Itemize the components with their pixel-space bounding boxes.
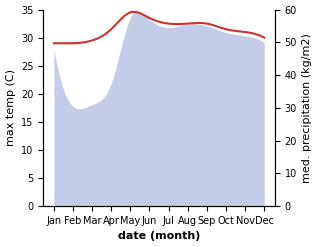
Y-axis label: max temp (C): max temp (C) [5, 69, 16, 146]
X-axis label: date (month): date (month) [118, 231, 200, 242]
Y-axis label: med. precipitation (kg/m2): med. precipitation (kg/m2) [302, 33, 313, 183]
